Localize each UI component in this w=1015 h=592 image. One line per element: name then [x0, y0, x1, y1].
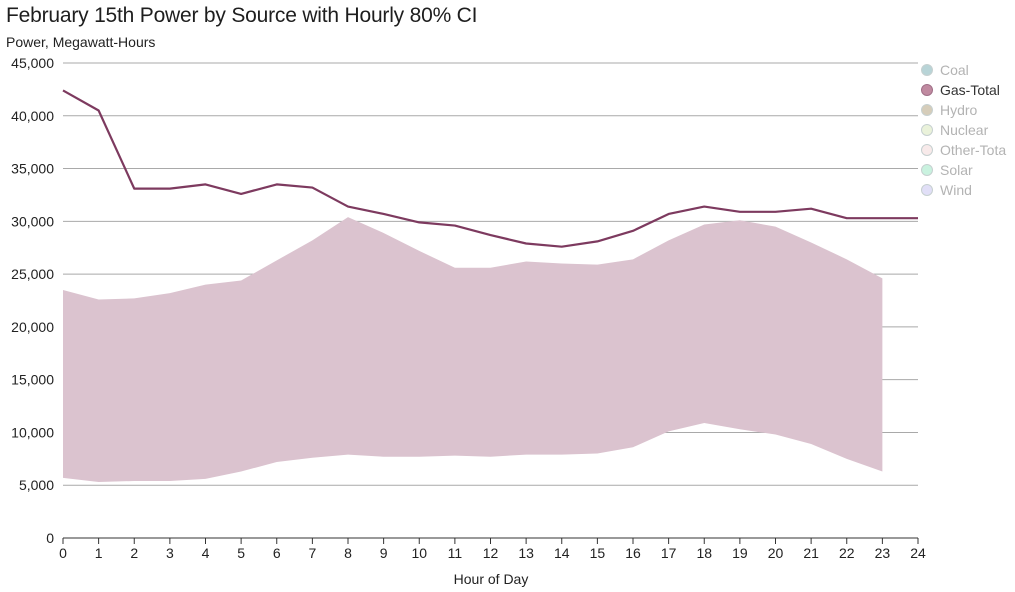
- x-tick-label: 13: [518, 545, 534, 561]
- x-tick-label: 17: [661, 545, 677, 561]
- legend-item-gas-total[interactable]: Gas-Total: [921, 80, 1006, 100]
- x-tick-label: 7: [308, 545, 316, 561]
- x-tick-label: 6: [273, 545, 281, 561]
- chart-title: February 15th Power by Source with Hourl…: [6, 4, 478, 27]
- x-tick-label: 14: [554, 545, 570, 561]
- legend-item-coal[interactable]: Coal: [921, 60, 1006, 80]
- legend-swatch: [921, 124, 933, 136]
- legend-swatch: [921, 184, 933, 196]
- legend-swatch: [921, 64, 933, 76]
- x-axis-title: Hour of Day: [454, 571, 529, 587]
- y-tick-label: 25,000: [11, 266, 54, 282]
- legend-label: Solar: [940, 162, 973, 178]
- x-tick-label: 8: [344, 545, 352, 561]
- y-tick-label: 30,000: [11, 213, 54, 229]
- legend-item-hydro[interactable]: Hydro: [921, 100, 1006, 120]
- legend-item-wind[interactable]: Wind: [921, 180, 1006, 200]
- x-tick-label: 11: [448, 545, 463, 561]
- series-line-layer: [62, 89, 918, 248]
- ci-band-gas-total: [63, 217, 883, 483]
- y-tick-label: 20,000: [11, 319, 54, 335]
- legend-swatch: [921, 104, 933, 116]
- x-tick-label: 2: [130, 545, 138, 561]
- confidence-band-layer: [63, 217, 883, 483]
- x-tick-label: 3: [166, 545, 174, 561]
- axis-layer: 0 5,000 10,000 15,000 20,000 25,000 30,000 35,0…: [11, 55, 926, 561]
- legend-swatch: [921, 144, 933, 156]
- chart-subtitle: Power, Megawatt-Hours: [6, 34, 156, 50]
- legend-swatch: [921, 164, 933, 176]
- x-tick-label: 12: [483, 545, 499, 561]
- x-tick-label: 1: [95, 545, 103, 561]
- x-tick-label: 9: [380, 545, 388, 561]
- x-tick-label: 22: [839, 545, 855, 561]
- legend-swatch: [921, 84, 933, 96]
- y-tick-label: 15,000: [11, 372, 54, 388]
- legend-item-other-tota[interactable]: Other-Tota: [921, 140, 1006, 160]
- legend-label: Coal: [940, 62, 969, 78]
- x-tick-label: 24: [910, 545, 926, 561]
- x-tick-label: 10: [411, 545, 427, 561]
- legend-item-solar[interactable]: Solar: [921, 160, 1006, 180]
- x-tick-label: 0: [59, 545, 67, 561]
- legend-label: Hydro: [940, 102, 978, 118]
- legend-label: Wind: [940, 182, 972, 198]
- x-tick-label: 21: [803, 545, 819, 561]
- legend-label: Nuclear: [940, 122, 989, 138]
- x-tick-label: 15: [590, 545, 606, 561]
- y-tick-label: 0: [46, 530, 54, 546]
- legend-item-nuclear[interactable]: Nuclear: [921, 120, 1006, 140]
- y-tick-label: 10,000: [11, 424, 54, 440]
- x-tick-label: 20: [768, 545, 784, 561]
- x-tick-label: 4: [202, 545, 210, 561]
- x-tick-label: 19: [732, 545, 748, 561]
- y-tick-label: 45,000: [11, 55, 54, 71]
- x-tick-label: 23: [875, 545, 891, 561]
- y-tick-label: 40,000: [11, 108, 54, 124]
- legend: Coal Gas-Total Hydro Nuclear Other-Tota Solar…: [921, 60, 1006, 200]
- x-tick-label: 18: [696, 545, 712, 561]
- y-tick-label: 35,000: [11, 161, 54, 177]
- legend-label: Other-Tota: [940, 142, 1007, 158]
- legend-label: Gas-Total: [940, 82, 1000, 98]
- x-tick-label: 16: [625, 545, 641, 561]
- x-tick-label: 5: [237, 545, 245, 561]
- y-tick-label: 5,000: [19, 477, 54, 493]
- series-line-gas-total: [62, 89, 918, 248]
